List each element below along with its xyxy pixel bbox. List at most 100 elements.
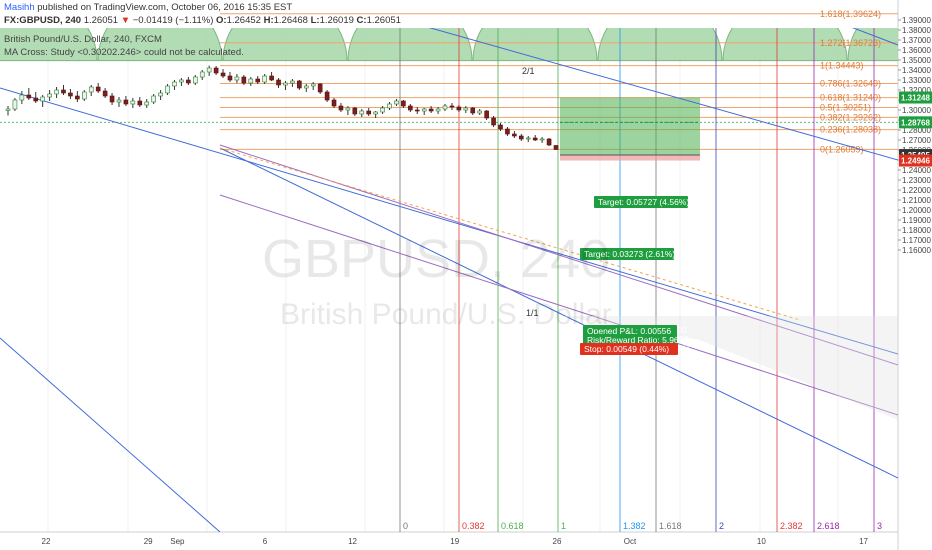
fib-level-label-1: 1.272(1.36723) bbox=[820, 38, 881, 48]
candle-22 bbox=[158, 90, 163, 100]
candle-79 bbox=[553, 145, 559, 150]
candle-body-71 bbox=[498, 124, 503, 130]
y-tick-label-19: 1.20000 bbox=[902, 206, 931, 215]
fib-arc-4 bbox=[472, 28, 598, 62]
close-value: 1.26051 bbox=[366, 15, 401, 26]
channel-shade bbox=[560, 316, 898, 420]
time-axis[interactable]: 2229Sep6121926Oct10172427Nov7 bbox=[42, 537, 932, 546]
candle-body-45 bbox=[317, 83, 323, 93]
candle-25 bbox=[179, 78, 184, 86]
candle-body-64 bbox=[449, 105, 455, 108]
price-tag-0[interactable]: 1.31248 bbox=[899, 91, 932, 104]
fib-time-zone-label-0: 0 bbox=[403, 521, 408, 531]
fib-retracement[interactable]: 1.618(1.39624) 1.272(1.36723) 1(1.34443) 0.… bbox=[220, 9, 898, 155]
loss-zone[interactable] bbox=[560, 155, 700, 161]
study-title[interactable]: British Pound/U.S. Dollar, 240, FXCM bbox=[4, 34, 162, 45]
price-tag-label-0: 1.31248 bbox=[901, 94, 930, 103]
candle-body-57 bbox=[401, 100, 406, 107]
channel-lower-blue[interactable] bbox=[219, 147, 898, 479]
long-position-tool[interactable] bbox=[0, 97, 898, 161]
candle-13 bbox=[95, 83, 101, 93]
candle-body-0 bbox=[5, 108, 11, 111]
candle-body-21 bbox=[151, 95, 156, 103]
high-value: 1.26468 bbox=[273, 15, 308, 26]
candle-body-11 bbox=[82, 91, 87, 100]
channel-bottom-left-blue[interactable] bbox=[0, 337, 221, 532]
candle-body-23 bbox=[165, 85, 170, 94]
fib-level-label-3: 0.786(1.32649) bbox=[820, 79, 881, 89]
candle-35 bbox=[248, 77, 254, 86]
candle-29 bbox=[206, 65, 212, 76]
y-tick-label-6: 1.33000 bbox=[902, 76, 931, 85]
target-1-label-text: Target: 0.05727 (4.56%) bbox=[598, 197, 689, 207]
candle-50 bbox=[352, 107, 358, 116]
candle-76 bbox=[532, 135, 538, 141]
x-tick-label-4: 12 bbox=[348, 537, 357, 546]
y-tick-label-23: 1.16000 bbox=[902, 246, 931, 255]
y-tick-label-11: 1.28000 bbox=[902, 126, 931, 135]
candle-body-14 bbox=[102, 90, 108, 97]
fib-arc-1 bbox=[97, 28, 223, 62]
y-tick-label-3: 1.36000 bbox=[902, 46, 931, 55]
fib-time-zone-label-5: 1.618 bbox=[659, 521, 682, 531]
channel-mid-purple[interactable] bbox=[219, 144, 898, 366]
candle-body-78 bbox=[546, 138, 552, 146]
y-tick-label-17: 1.22000 bbox=[902, 186, 931, 195]
channel-top-blue[interactable] bbox=[0, 87, 898, 355]
candle-body-43 bbox=[303, 85, 309, 89]
candle-11 bbox=[82, 90, 87, 101]
symbol-label[interactable]: FX:GBPUSD, 240 bbox=[4, 15, 82, 26]
channel-upper-blue[interactable] bbox=[420, 25, 898, 161]
fib-arcs bbox=[0, 28, 898, 62]
candlestick-series bbox=[5, 65, 559, 150]
candle-body-51 bbox=[359, 110, 365, 115]
y-tick-label-12: 1.27000 bbox=[902, 136, 931, 145]
channel-low-purple[interactable] bbox=[219, 194, 898, 416]
profit-zone[interactable] bbox=[560, 97, 700, 156]
fib-level-label-5: 0.5(1.30251) bbox=[820, 102, 871, 112]
candle-12 bbox=[88, 85, 94, 96]
candle-body-46 bbox=[324, 91, 330, 101]
price-tag-3[interactable]: 1.24946 bbox=[899, 154, 932, 167]
author-link[interactable]: Masihh bbox=[4, 2, 35, 13]
close-label: C: bbox=[356, 15, 367, 26]
candle-body-15 bbox=[109, 95, 115, 103]
candle-56 bbox=[394, 99, 399, 106]
y-tick-label-22: 1.17000 bbox=[902, 236, 931, 245]
candle-60 bbox=[421, 108, 427, 115]
y-tick-label-15: 1.24000 bbox=[902, 166, 931, 175]
candle-body-77 bbox=[539, 138, 545, 141]
price-tag-1[interactable]: 1.28768 bbox=[899, 116, 932, 129]
candle-63 bbox=[442, 104, 448, 111]
candle-body-65 bbox=[456, 106, 462, 111]
candle-body-59 bbox=[414, 109, 420, 112]
candle-body-7 bbox=[54, 89, 59, 95]
price-tag-bg-0 bbox=[899, 91, 932, 104]
candle-body-30 bbox=[213, 67, 219, 74]
channel-upper-right-blue[interactable] bbox=[780, 0, 898, 46]
price-axis[interactable]: 1.390001.380001.370001.360001.350001.340… bbox=[898, 16, 932, 255]
candle-body-79 bbox=[553, 145, 559, 150]
candle-body-70 bbox=[491, 117, 496, 126]
candle-body-20 bbox=[144, 101, 150, 106]
candle-39 bbox=[276, 78, 281, 88]
candle-body-4 bbox=[33, 97, 39, 102]
candle-33 bbox=[234, 74, 240, 83]
fib-arc-0 bbox=[0, 28, 98, 62]
candle-26 bbox=[186, 77, 191, 85]
candle-body-47 bbox=[331, 99, 337, 107]
position-fragment-1: 00 bbox=[677, 325, 687, 335]
candle-1 bbox=[12, 98, 18, 111]
candle-71 bbox=[498, 123, 503, 131]
candle-51 bbox=[359, 109, 365, 117]
price-tag-label-1: 1.28768 bbox=[901, 118, 930, 127]
trend-dashed-orange[interactable] bbox=[219, 147, 801, 321]
fib-time-zone-label-3: 1 bbox=[561, 521, 566, 531]
low-value: 1.26019 bbox=[319, 15, 354, 26]
candle-body-27 bbox=[192, 76, 198, 84]
target-1-label-bg bbox=[594, 196, 688, 208]
trend-channels[interactable]: 2/1 1/1 bbox=[0, 0, 898, 532]
open-label: O: bbox=[216, 15, 227, 26]
